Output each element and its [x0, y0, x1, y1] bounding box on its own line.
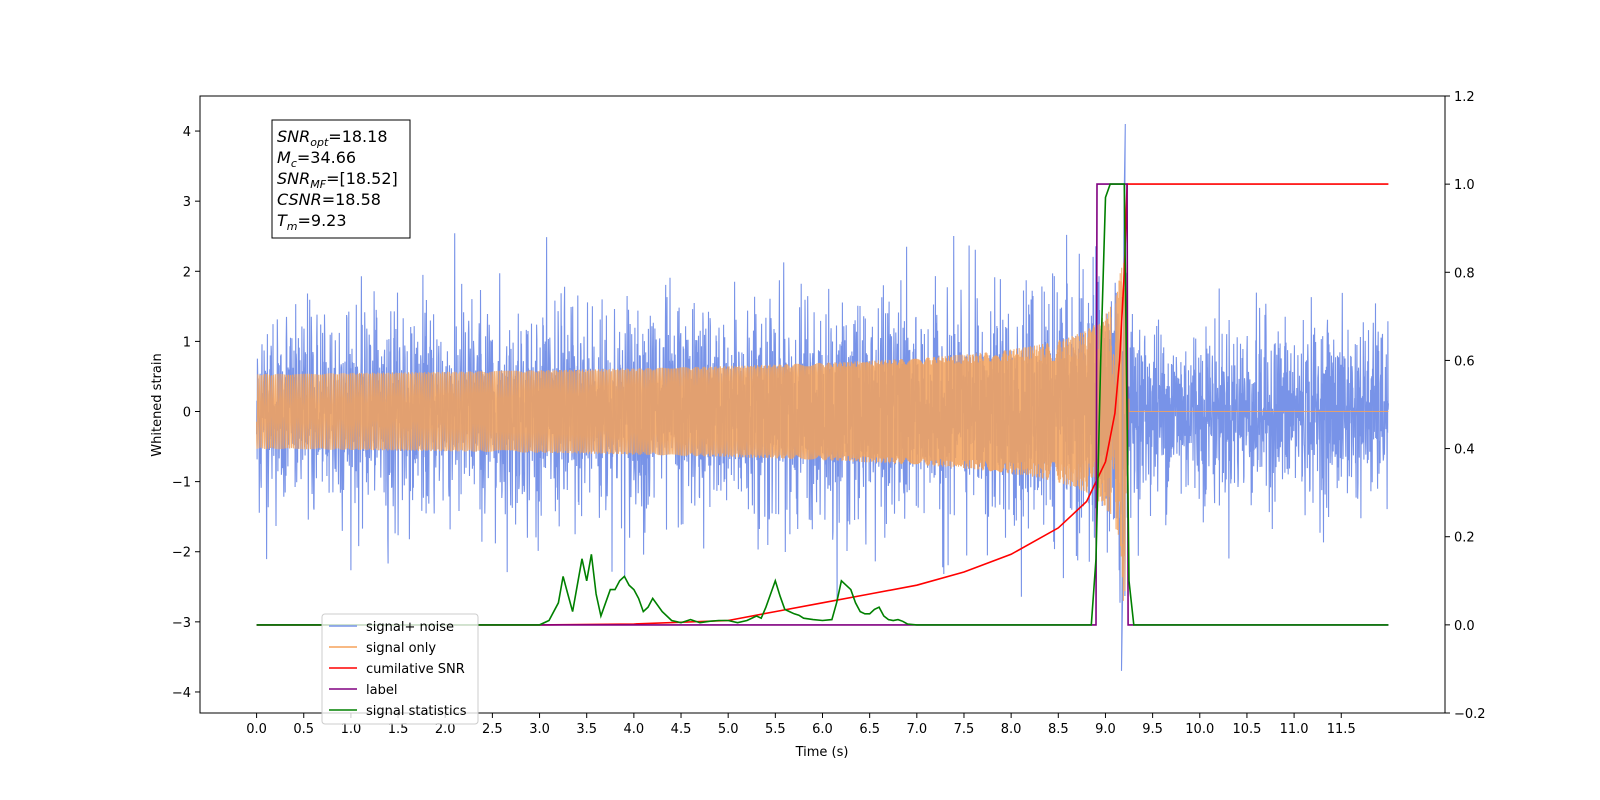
- y-axis-label: Whitened strain: [150, 353, 165, 456]
- x-tick-label: 9.5: [1142, 722, 1163, 737]
- annotation-line: Mc=34.66: [277, 148, 356, 170]
- y-tick-label: 0: [183, 406, 191, 421]
- x-tick-label: 0.5: [293, 722, 314, 737]
- x-tick-label: 5.5: [765, 722, 786, 737]
- x-tick-label: 5.0: [718, 722, 739, 737]
- x-tick-label: 3.5: [576, 722, 597, 737]
- legend-label: cumilative SNR: [366, 662, 465, 677]
- x-tick-label: 8.5: [1048, 722, 1069, 737]
- y-tick-label: 1: [183, 335, 191, 350]
- y-axis-left-ticks: −4 −3 −2 −1 0 1 2 3 4: [172, 125, 200, 701]
- x-tick-label: 11.5: [1327, 722, 1356, 737]
- legend-label: signal only: [366, 641, 436, 656]
- x-tick-label: 4.0: [624, 722, 645, 737]
- x-tick-label: 3.0: [529, 722, 550, 737]
- x-tick-label: 8.0: [1001, 722, 1022, 737]
- legend-label: signal+ noise: [366, 620, 454, 635]
- x-tick-label: 0.0: [246, 722, 267, 737]
- legend-label: signal statistics: [366, 704, 467, 719]
- axes-frame: [199, 95, 1446, 714]
- x-tick-label: 7.5: [954, 722, 975, 737]
- legend: signal+ noise signal only cumilative SNR la…: [321, 613, 479, 725]
- x-tick-label: 10.0: [1185, 722, 1214, 737]
- y-tick-label: 3: [183, 195, 191, 210]
- plot-area: [256, 123, 1389, 671]
- legend-label: label: [366, 683, 397, 698]
- x-tick-label: 6.0: [812, 722, 833, 737]
- series-signal-only: [256, 262, 1389, 601]
- x-tick-label: 7.0: [906, 722, 927, 737]
- y-axis-right-ticks: −0.2 0.0 0.2 0.4 0.6 0.8 1.0 1.2: [1445, 90, 1486, 722]
- x-tick-label: 1.0: [341, 722, 362, 737]
- x-tick-label: 6.5: [859, 722, 880, 737]
- y2-tick-label: 0.8: [1454, 266, 1475, 281]
- x-tick-label: 1.5: [388, 722, 409, 737]
- y-tick-label: −4: [172, 686, 191, 701]
- stats-annotation-box: SNRopt=18.18Mc=34.66SNRMF=[18.52]CSNR=18…: [271, 119, 411, 239]
- x-tick-label: 4.5: [671, 722, 692, 737]
- y-tick-label: 2: [183, 265, 191, 280]
- x-tick-label: 11.0: [1280, 722, 1309, 737]
- y2-tick-label: 1.0: [1454, 178, 1475, 193]
- y2-tick-label: −0.2: [1454, 707, 1486, 722]
- y-tick-label: −3: [172, 616, 191, 631]
- x-axis-label: Time (s): [795, 745, 849, 760]
- annotation-frame: [271, 119, 411, 239]
- y-tick-label: −1: [172, 476, 191, 491]
- series-signal-statistics: [256, 183, 1389, 626]
- y2-tick-label: 1.2: [1454, 90, 1475, 105]
- x-tick-label: 10.5: [1232, 722, 1261, 737]
- y-tick-label: −2: [172, 546, 191, 561]
- x-tick-label: 2.5: [482, 722, 503, 737]
- legend-frame: [321, 613, 479, 725]
- x-tick-label: 9.0: [1095, 722, 1116, 737]
- y-tick-label: 4: [183, 125, 191, 140]
- annotation-line: SNRopt=18.18: [277, 127, 388, 149]
- x-tick-label: 2.0: [435, 722, 456, 737]
- y2-tick-label: 0.6: [1454, 354, 1475, 369]
- annotation-line: SNRMF=[18.52]: [277, 169, 398, 191]
- y2-tick-label: 0.4: [1454, 443, 1475, 458]
- y2-tick-label: 0.2: [1454, 531, 1475, 546]
- annotation-line: Tm=9.23: [277, 211, 347, 233]
- annotation-line: CSNR=18.58: [277, 190, 381, 209]
- y2-tick-label: 0.0: [1454, 619, 1475, 634]
- x-axis-ticks: 0.0 0.5 1.0 1.5 2.0 2.5 3.0 3.5 4.0 4.5 5.0 5.5 6.0 6…: [246, 713, 1356, 737]
